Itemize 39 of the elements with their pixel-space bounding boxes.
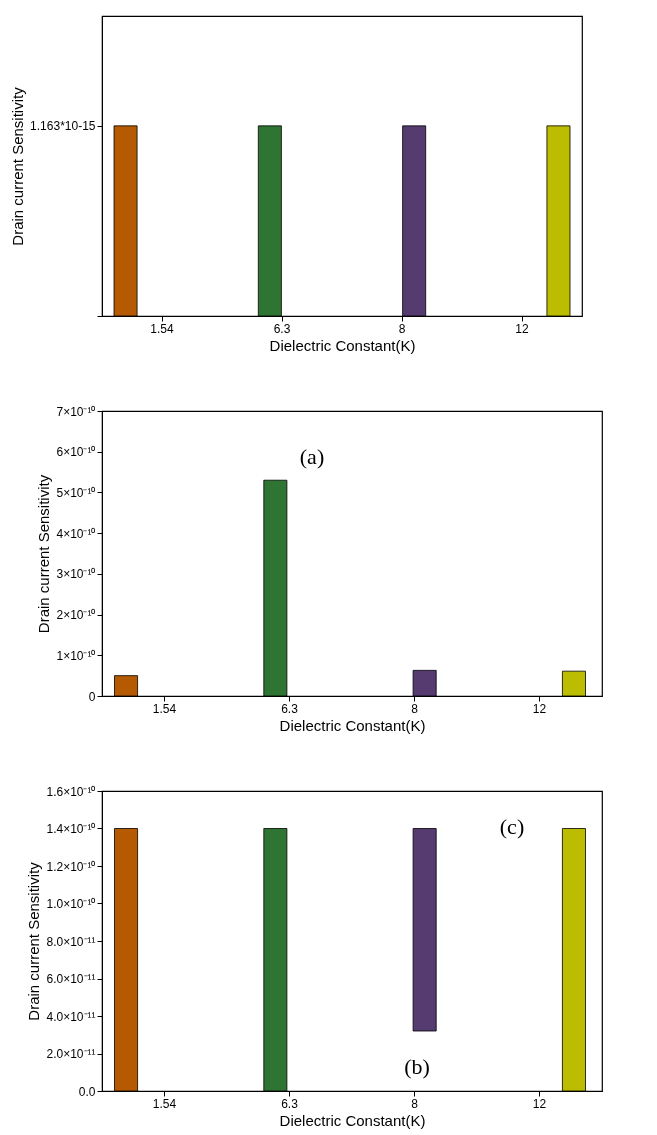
x-axis-title: Dielectric Constant(K) xyxy=(279,716,426,734)
x-axis-title: Dielectric Constant(K) xyxy=(279,1111,426,1129)
x-tick-label: 8 xyxy=(398,321,406,336)
y-tick-label: 7×10⁻¹⁰ xyxy=(56,404,96,419)
y-axis-title: Drain current Sensitivity xyxy=(25,861,43,1021)
y-tick-label: 0 xyxy=(88,689,96,704)
x-tick-label: 6.3 xyxy=(273,321,291,336)
x-tick-label: 8 xyxy=(411,1096,419,1111)
y-tick-label: 6.0×10⁻¹¹ xyxy=(46,972,96,986)
y-tick-label: 6×10⁻¹⁰ xyxy=(56,445,96,460)
x-tick-label: 1.54 xyxy=(150,321,174,336)
annotation: (c) xyxy=(499,814,525,839)
y-tick-label: 1.6×10⁻¹⁰ xyxy=(46,784,96,799)
x-tick-label: 6.3 xyxy=(281,701,299,716)
y-tick-label: 3×10⁻¹⁰ xyxy=(56,567,96,582)
x-tick-label: 12 xyxy=(532,701,547,716)
x-tick-label: 1.54 xyxy=(152,1096,177,1111)
y-tick-label: 4×10⁻¹⁰ xyxy=(56,526,96,541)
y-tick-label: 5×10⁻¹⁰ xyxy=(56,485,96,500)
x-tick-label: 12 xyxy=(532,1096,547,1111)
x-tick-label: 6.3 xyxy=(281,1096,299,1111)
y-tick-label: 4.0×10⁻¹¹ xyxy=(46,1009,96,1024)
y-tick-label: 1.163*10-15 xyxy=(30,119,96,134)
annotation: (a) xyxy=(299,443,325,469)
y-tick-label: 2.0×10⁻¹¹ xyxy=(46,1047,96,1061)
y-tick-label: 1×10⁻¹⁰ xyxy=(56,648,96,663)
y-axis-title: Drain current Sensitivity xyxy=(35,474,53,634)
y-tick-label: 2×10⁻¹⁰ xyxy=(56,608,96,623)
annotation: (b) xyxy=(404,1054,430,1079)
y-axis-title: Drain current Sensitivity xyxy=(9,86,27,246)
y-tick-label: 1.0×10⁻¹⁰ xyxy=(46,897,96,911)
y-tick-label: 1.2×10⁻¹⁰ xyxy=(46,859,96,874)
x-tick-label: 8 xyxy=(411,701,419,716)
x-tick-label: 1.54 xyxy=(152,701,177,716)
x-axis-title: Dielectric Constant(K) xyxy=(269,336,416,354)
y-tick-label: 1.4×10⁻¹⁰ xyxy=(46,822,96,836)
x-tick-label: 12 xyxy=(515,321,529,336)
y-tick-label: 8.0×10⁻¹¹ xyxy=(46,934,96,949)
y-tick-label: 0.0 xyxy=(78,1084,96,1099)
